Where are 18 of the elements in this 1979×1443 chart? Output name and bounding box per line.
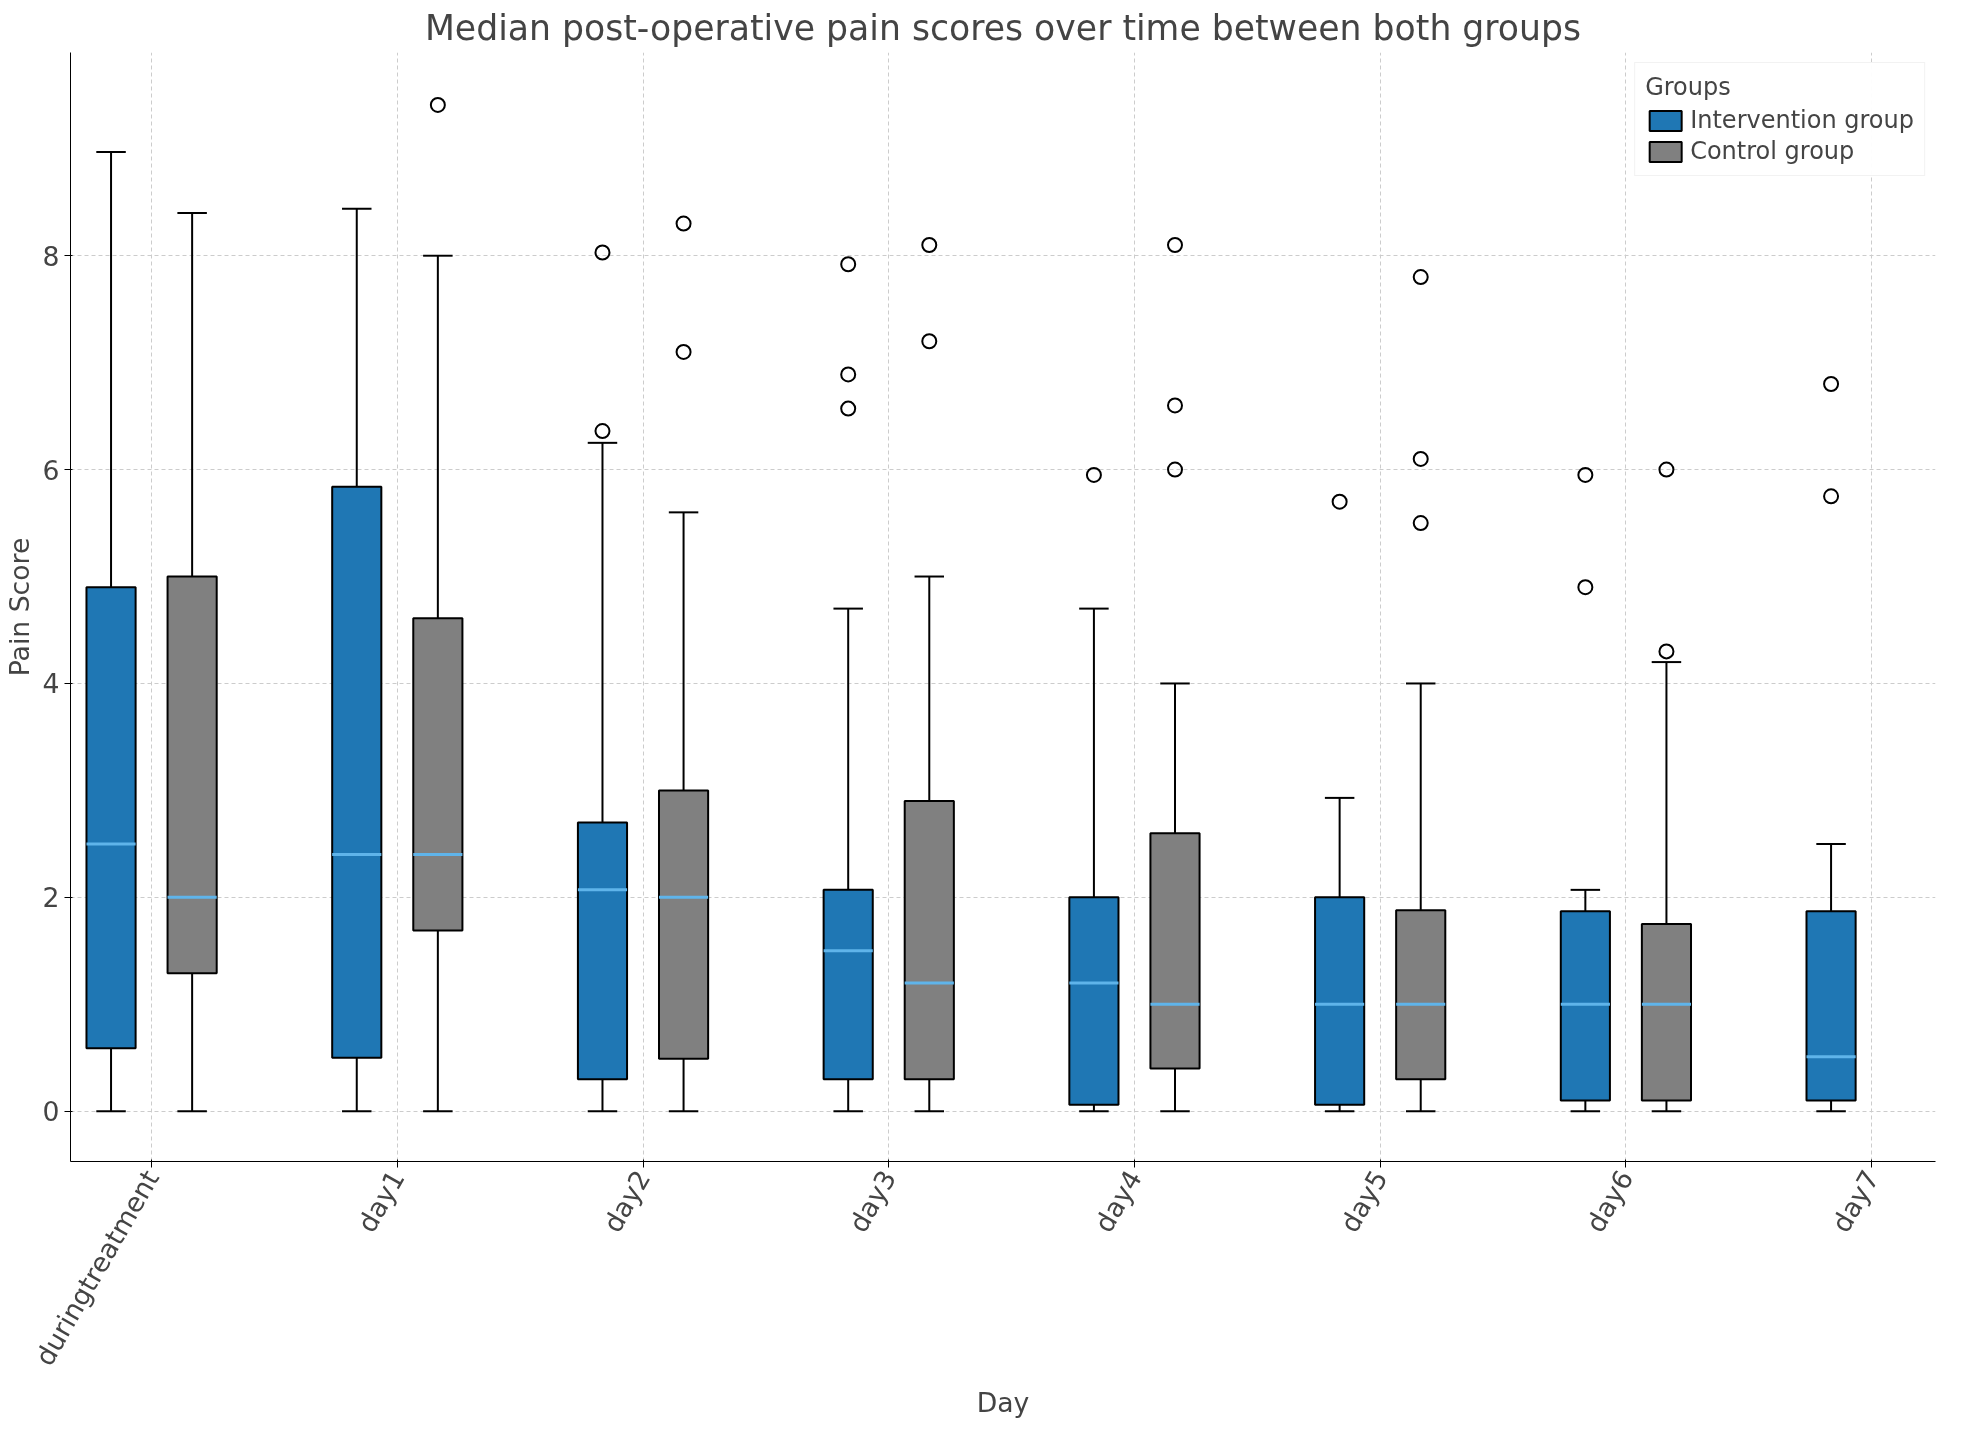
x-tick-label: day2 bbox=[596, 1164, 657, 1238]
x-tick-label: day6 bbox=[1579, 1164, 1640, 1238]
x-tick-label: day4 bbox=[1088, 1164, 1148, 1238]
y-tick-label: 6 bbox=[42, 454, 60, 486]
y-tick-label: 2 bbox=[42, 882, 60, 914]
x-axis-title: Day bbox=[976, 1386, 1030, 1418]
chart-title: Median post-operative pain scores over time between both groups bbox=[424, 7, 1582, 48]
x-tick-label: day1 bbox=[351, 1164, 411, 1238]
x-tick-label: day3 bbox=[842, 1164, 903, 1238]
x-tick-label: day7 bbox=[1825, 1164, 1886, 1238]
y-tick-label: 0 bbox=[42, 1096, 60, 1128]
legend-label: Intervention group bbox=[1690, 106, 1914, 134]
y-tick-label: 8 bbox=[42, 240, 60, 272]
y-axis-title: Pain Score bbox=[3, 537, 35, 677]
x-tick-label: day5 bbox=[1333, 1164, 1394, 1238]
y-tick-label: 4 bbox=[42, 668, 60, 700]
legend-title: Groups bbox=[1645, 73, 1732, 101]
legend-label: Control group bbox=[1690, 137, 1855, 165]
